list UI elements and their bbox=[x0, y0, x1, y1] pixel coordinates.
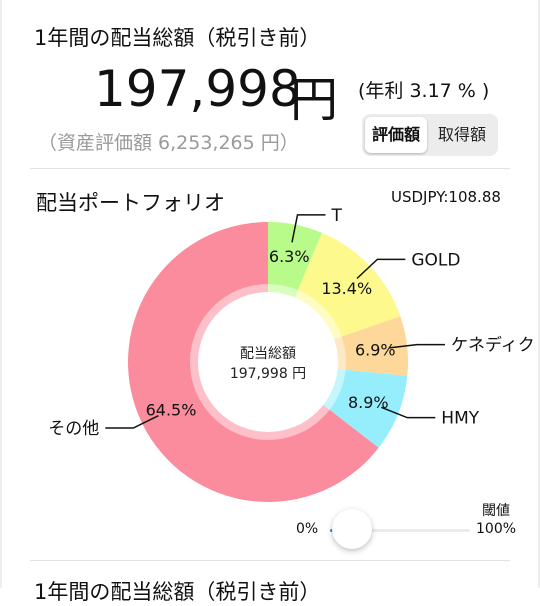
yield-text: (年利 3.17 % ) bbox=[358, 80, 490, 102]
slice-percent-label: 64.5% bbox=[146, 401, 197, 420]
slice-category-label: HMY bbox=[441, 409, 479, 429]
slice-leader-line bbox=[291, 214, 326, 243]
center-value: 197,998 円 bbox=[230, 366, 306, 382]
portfolio-title: 配当ポートフォリオ bbox=[36, 191, 225, 215]
toggle-valuation[interactable]: 評価額 bbox=[365, 117, 427, 153]
dividend-amount: 197,998 bbox=[94, 60, 301, 118]
right-edge bbox=[538, 0, 540, 588]
valuation-toggle[interactable]: 評価額 取得額 bbox=[362, 114, 498, 156]
threshold-min-label: 0% bbox=[296, 521, 319, 537]
slice-category-label: T bbox=[330, 206, 342, 226]
slice-percent-label: 6.3% bbox=[269, 247, 310, 266]
slice-leader-line bbox=[105, 414, 159, 429]
next-section-title: 1年間の配当総額（税引き前） bbox=[34, 580, 321, 604]
left-edge bbox=[0, 0, 2, 588]
portfolio-donut-chart: 配当総額 197,998 円 6.3% T 13.4% GOLD 6.9% ケネディク 8.… bbox=[48, 206, 535, 503]
slice-category-label: その他 bbox=[48, 419, 99, 439]
section-divider bbox=[30, 168, 510, 169]
slice-leader-line bbox=[381, 406, 436, 419]
section-divider-2 bbox=[30, 560, 510, 561]
fx-rate: USDJPY:108.88 bbox=[391, 188, 501, 206]
slice-category-label: ケネディク bbox=[451, 335, 535, 356]
donut-hole bbox=[198, 292, 338, 432]
threshold-label: 閾値 bbox=[482, 503, 510, 519]
slice-percent-label: 8.9% bbox=[348, 393, 389, 412]
slice-percent-label: 6.9% bbox=[355, 340, 396, 359]
toggle-acquisition[interactable]: 取得額 bbox=[437, 125, 486, 144]
slice-category-label: GOLD bbox=[411, 250, 460, 270]
threshold-max-label: 100% bbox=[476, 521, 517, 537]
slice-leader-line bbox=[389, 343, 445, 349]
asset-value-text: （資産評価額 6,253,265 円） bbox=[38, 132, 299, 154]
slice-percent-label: 13.4% bbox=[321, 279, 372, 298]
center-label: 配当総額 bbox=[240, 346, 296, 362]
summary-title: 1年間の配当総額（税引き前） bbox=[34, 26, 321, 50]
threshold-slider-thumb[interactable] bbox=[332, 509, 372, 549]
slice-leader-line bbox=[356, 258, 406, 280]
currency-unit: 円 bbox=[290, 72, 339, 128]
